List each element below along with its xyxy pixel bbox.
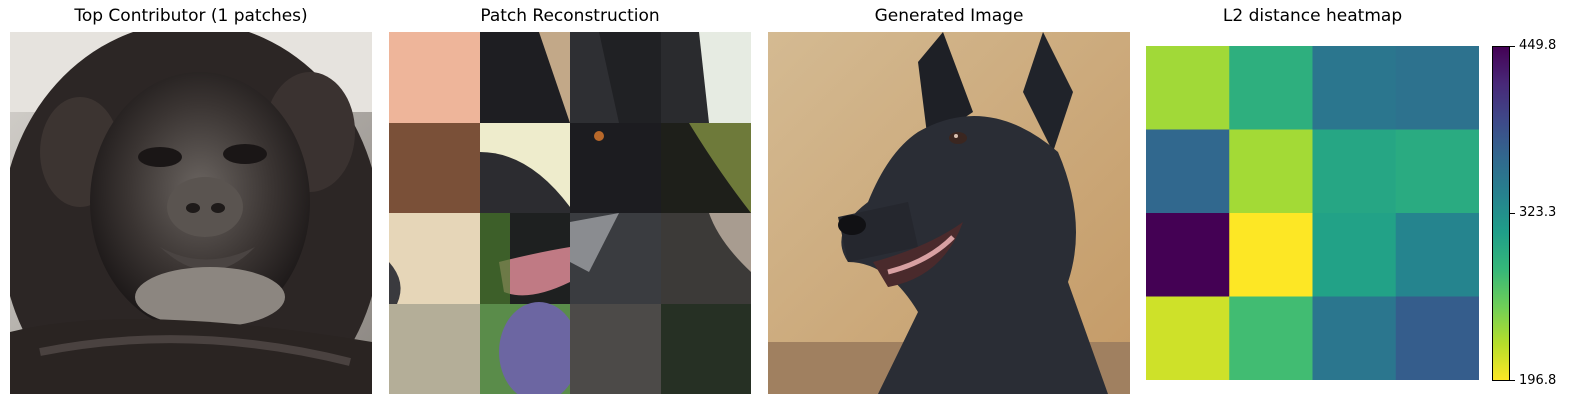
reconstruction-title: Patch Reconstruction <box>480 6 660 26</box>
colorbar-tick-mark-max <box>1510 46 1515 47</box>
heatmap-cell-r2-c1 <box>1229 213 1314 298</box>
colorbar-tick-max: 449.8 <box>1519 38 1557 53</box>
heatmap-cell-r1-c0 <box>1146 129 1230 214</box>
heatmap-cell-r3-c0 <box>1146 296 1230 380</box>
heatmap-cell-r1-c3 <box>1395 129 1479 214</box>
heatmap-cell-r1-c2 <box>1312 129 1397 214</box>
heatmap-cell-r0-c1 <box>1229 46 1314 131</box>
heatmap-cell-r0-c0 <box>1146 46 1230 131</box>
contributor-image <box>10 32 372 394</box>
heatmap-cell-r2-c3 <box>1395 213 1479 298</box>
heatmap-cell-r2-c2 <box>1312 213 1397 298</box>
heatmap-cell-r1-c1 <box>1229 129 1314 214</box>
colorbar-tick-mark-mid <box>1510 213 1515 214</box>
colorbar <box>1492 46 1510 381</box>
heatmap-cell-r0-c3 <box>1395 46 1479 131</box>
colorbar-tick-mark-min <box>1510 380 1515 381</box>
colorbar-tick-mid: 323.3 <box>1519 205 1557 220</box>
heatmap-cell-r0-c2 <box>1312 46 1397 131</box>
generated-title: Generated Image <box>874 6 1024 26</box>
heatmap-title: L2 distance heatmap <box>1222 6 1403 26</box>
heatmap-cell-r3-c1 <box>1229 296 1314 380</box>
reconstruction-image <box>389 32 751 394</box>
colorbar-tick-min: 196.8 <box>1519 373 1557 388</box>
heatmap-cell-r3-c2 <box>1312 296 1397 380</box>
generated-image <box>768 32 1130 394</box>
contributor-title: Top Contributor (1 patches) <box>74 6 308 26</box>
heatmap-cell-r2-c0 <box>1146 213 1230 298</box>
heatmap-cell-r3-c3 <box>1395 296 1479 380</box>
heatmap <box>1146 46 1479 380</box>
